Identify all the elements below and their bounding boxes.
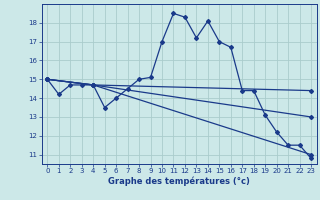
X-axis label: Graphe des températures (°c): Graphe des températures (°c) bbox=[108, 177, 250, 186]
